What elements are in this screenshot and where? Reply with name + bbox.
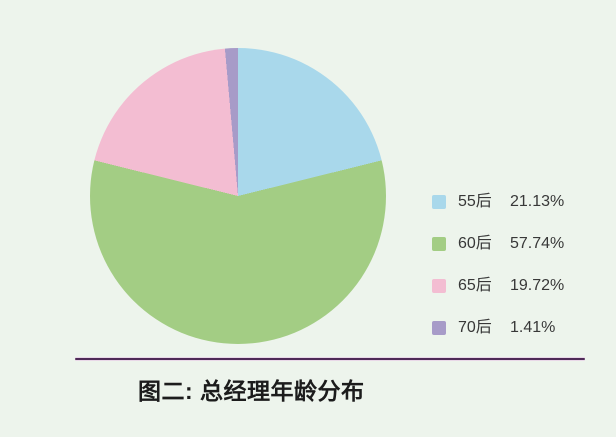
legend-item: 65后 19.72% xyxy=(432,278,564,294)
legend-value: 57.74% xyxy=(510,235,565,252)
legend-item: 70后 1.41% xyxy=(432,320,564,336)
pie-chart xyxy=(90,48,386,344)
legend-item: 55后 21.13% xyxy=(432,194,564,210)
legend-label: 55后 xyxy=(458,193,492,210)
legend-label: 60后 xyxy=(458,235,492,252)
legend-swatch xyxy=(432,195,446,209)
legend: 55后 21.13% 60后 57.74% 65后 19.72% 70后 1.41% xyxy=(432,194,564,362)
legend-label: 70后 xyxy=(458,319,492,336)
legend-label: 65后 xyxy=(458,277,492,294)
separator-line xyxy=(75,358,585,360)
legend-swatch xyxy=(432,321,446,335)
legend-value: 21.13% xyxy=(510,193,565,210)
legend-value: 19.72% xyxy=(510,277,565,294)
legend-item: 60后 57.74% xyxy=(432,236,564,252)
legend-swatch xyxy=(432,279,446,293)
legend-swatch xyxy=(432,237,446,251)
figure-caption: 图二: 总经理年龄分布 xyxy=(138,378,365,404)
legend-value: 1.41% xyxy=(510,319,556,336)
